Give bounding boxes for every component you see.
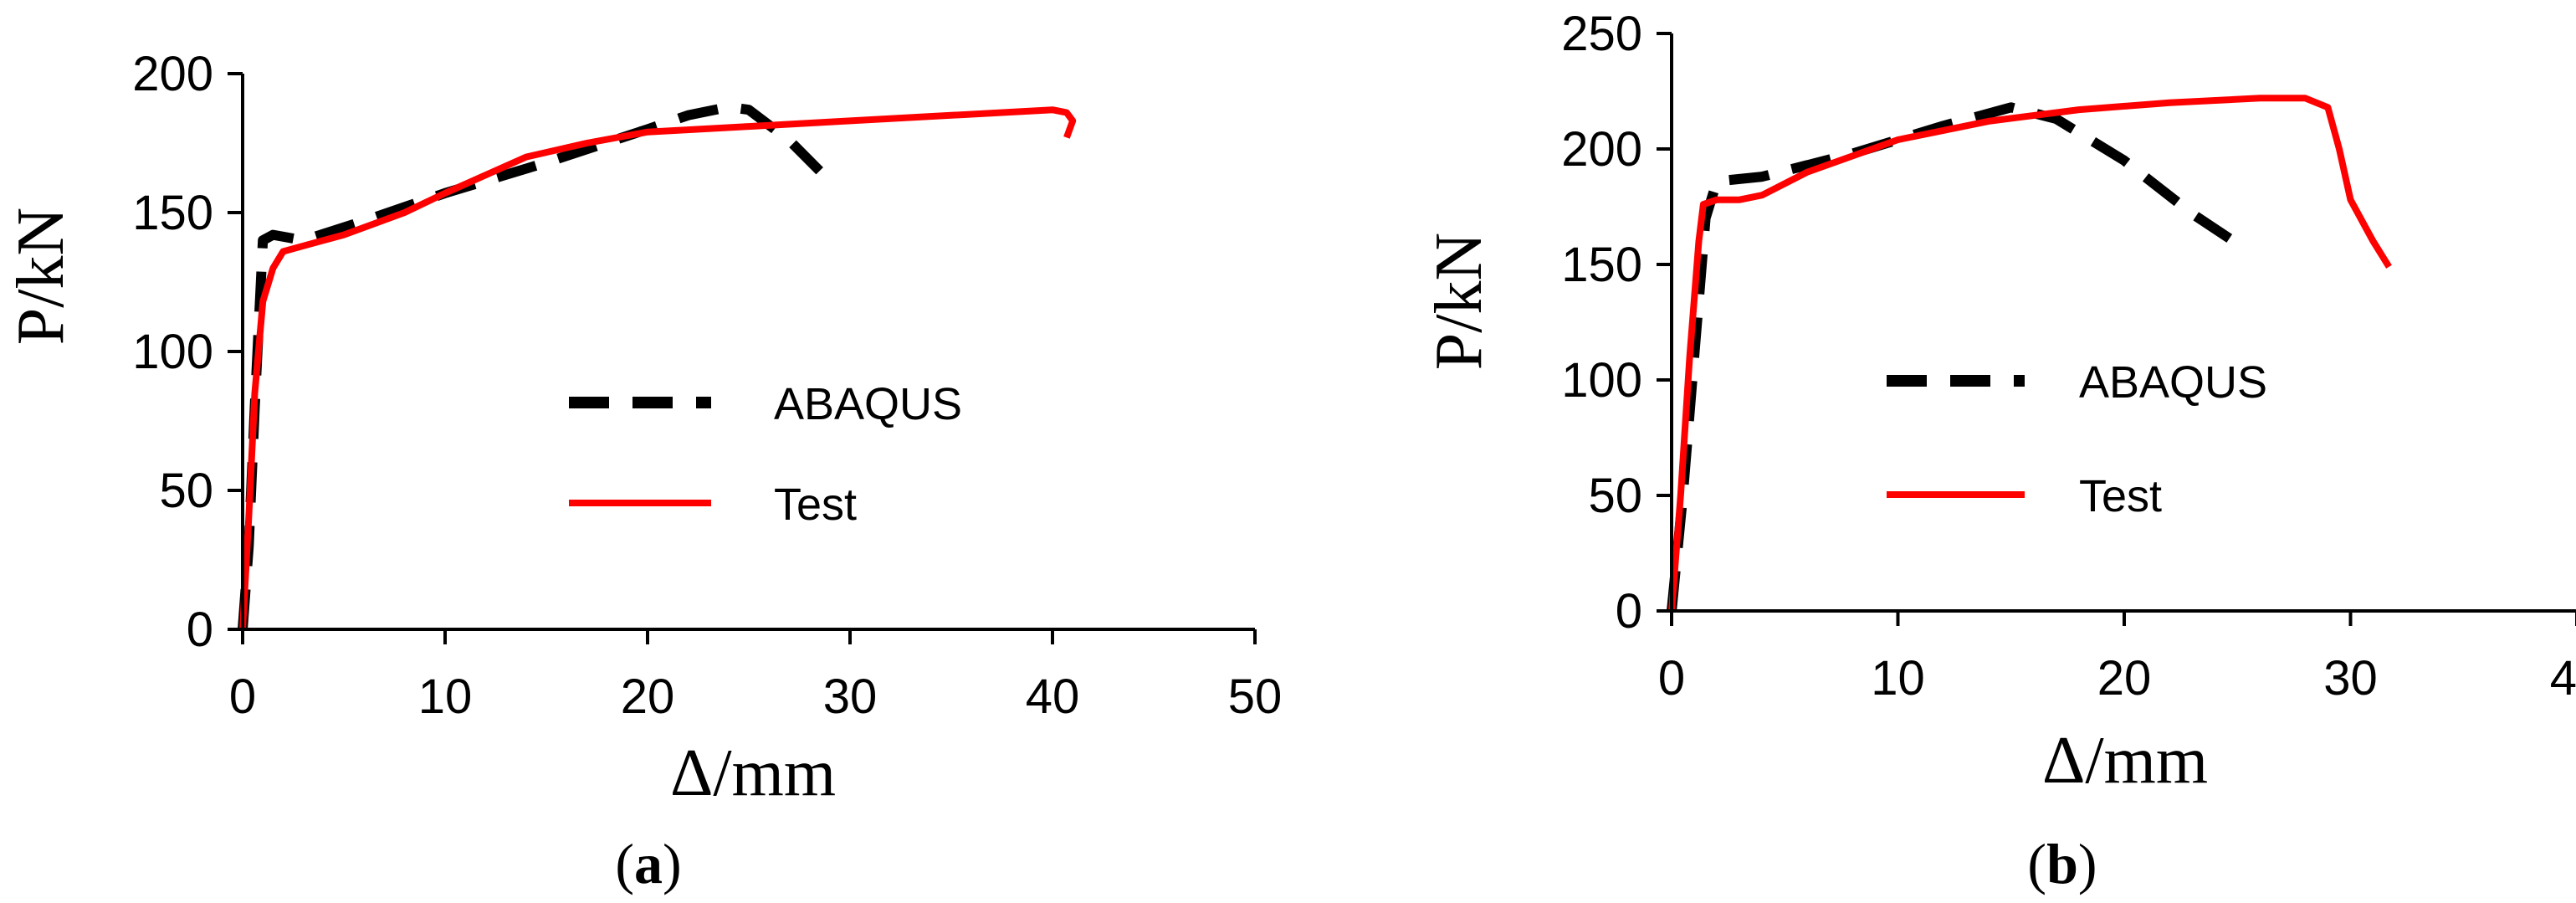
panel-caption: (b) — [2027, 832, 2097, 895]
x-tick-label: 0 — [1658, 651, 1685, 705]
y-tick-label: 100 — [1561, 353, 1642, 408]
x-tick-label: 10 — [1871, 651, 1925, 705]
y-tick-label: 200 — [1561, 122, 1642, 177]
y-axis-title: P/kN — [4, 208, 78, 346]
x-tick-label: 30 — [823, 670, 878, 724]
legend-label-abaqus: ABAQUS — [2079, 357, 2267, 408]
x-tick-label: 0 — [229, 670, 256, 724]
y-tick-label: 50 — [159, 464, 213, 518]
x-tick-label: 40 — [1026, 670, 1080, 724]
x-axis-title: Δ/mm — [2042, 724, 2208, 798]
y-tick-label: 0 — [1616, 584, 1642, 639]
chart-panel-b: 0 50 100 150 200 250 0 10 20 30 40 ABAQUS Test Δ/m… — [1422, 7, 2576, 895]
series-line-abaqus — [238, 101, 823, 630]
y-tick-label: 150 — [132, 186, 213, 240]
legend: ABAQUS Test — [1887, 357, 2267, 521]
series-layer — [238, 101, 1077, 630]
axes-layer: 0 50 100 150 200 0 10 20 30 40 50 — [132, 47, 1282, 724]
legend-label-test: Test — [2079, 471, 2162, 521]
y-tick-label: 100 — [132, 325, 213, 379]
x-tick-label: 40 — [2550, 651, 2576, 705]
series-line-test — [239, 106, 1077, 630]
y-tick-label: 50 — [1588, 469, 1642, 523]
legend: ABAQUS Test — [569, 379, 962, 530]
y-axis-title: P/kN — [1422, 233, 1496, 371]
x-axis-title: Δ/mm — [670, 736, 836, 810]
x-tick-label: 50 — [1228, 670, 1283, 724]
legend-label-abaqus: ABAQUS — [774, 379, 962, 429]
axes-layer: 0 50 100 150 200 250 0 10 20 30 40 — [1561, 7, 2576, 705]
series-line-test — [1668, 95, 2392, 612]
x-tick-label: 30 — [2323, 651, 2378, 705]
chart-panel-a: 0 50 100 150 200 0 10 20 30 40 50 ABAQUS Test Δ/mm… — [4, 47, 1282, 895]
y-tick-label: 0 — [187, 603, 213, 657]
panel-caption-letter: b — [2046, 832, 2078, 895]
y-tick-label: 150 — [1561, 238, 1642, 292]
y-tick-label: 200 — [132, 47, 213, 101]
x-tick-label: 20 — [2097, 651, 2152, 705]
panel-caption-letter: a — [634, 832, 663, 895]
legend-label-test: Test — [774, 480, 857, 530]
panel-caption: (a) — [615, 832, 681, 895]
x-tick-label: 20 — [621, 670, 675, 724]
series-line-abaqus — [1667, 102, 2241, 612]
y-tick-label: 250 — [1561, 7, 1642, 61]
series-layer — [1667, 95, 2392, 612]
x-tick-label: 10 — [418, 670, 473, 724]
